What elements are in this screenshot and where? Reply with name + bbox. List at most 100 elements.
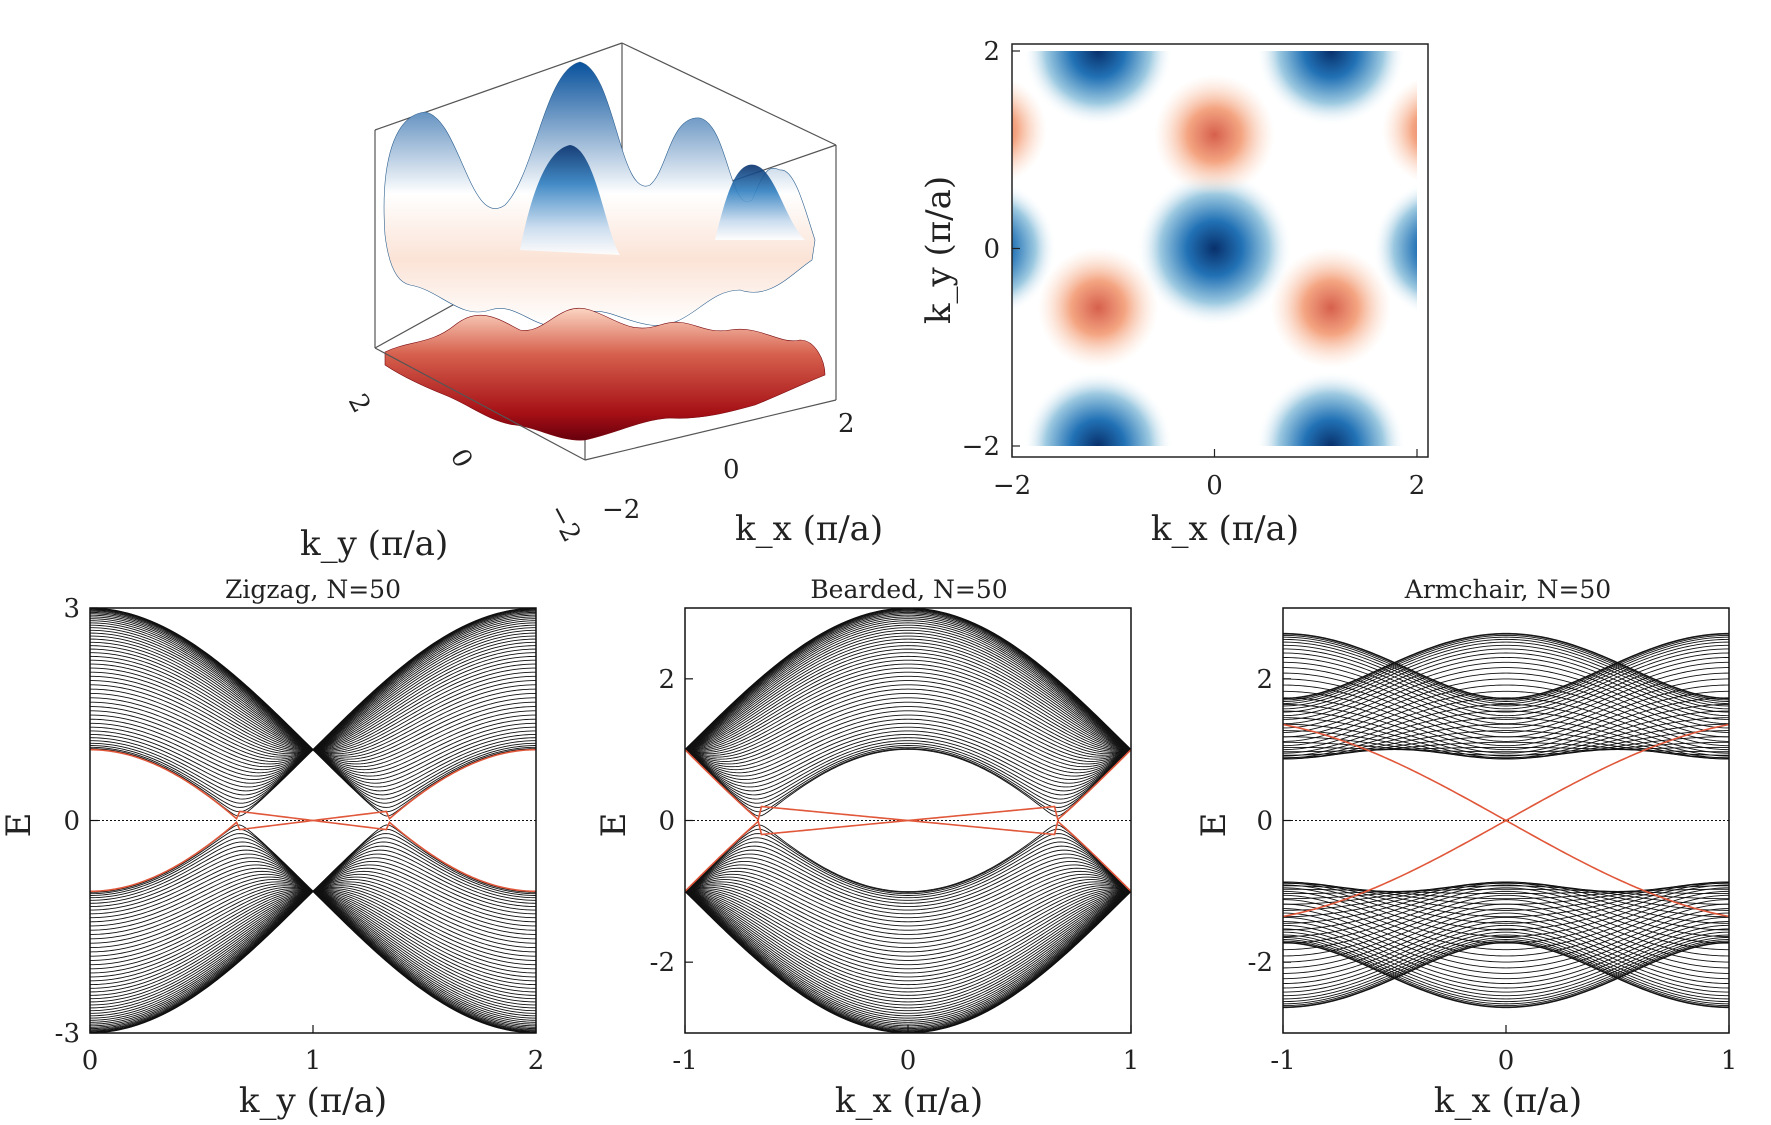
surface-ytick: 2 xyxy=(342,389,376,418)
bulk-band-line xyxy=(1282,634,1730,701)
bearded-title: Bearded, N=50 xyxy=(810,575,1007,604)
bulk-band-line xyxy=(1282,934,1730,1000)
bulk-band-line xyxy=(89,607,537,813)
heatmap-minimum xyxy=(1023,51,1174,126)
bulk-band-line xyxy=(89,608,537,808)
bulk-band-line xyxy=(684,620,1132,751)
zigzag-ylabel: E xyxy=(0,813,39,838)
bulk-band-line xyxy=(1282,921,1730,984)
edge-state-line xyxy=(1282,723,1730,822)
bulk-band-line xyxy=(1282,928,1730,993)
bulk-band-line xyxy=(684,659,1132,751)
xtick-label: 1 xyxy=(1123,1046,1140,1076)
bulk-band-line xyxy=(1282,931,1730,997)
bulk-band-line xyxy=(684,745,1132,804)
bulk-band-line xyxy=(1282,644,1730,710)
bulk-band-line xyxy=(89,824,537,1034)
bulk-band-line xyxy=(684,742,1132,800)
bulk-band-line xyxy=(684,648,1132,751)
bulk-band-line xyxy=(1282,641,1730,707)
bulk-band-line xyxy=(1282,641,1730,707)
heatmap-xtick: 0 xyxy=(1206,471,1223,501)
bulk-band-line xyxy=(89,652,537,751)
bulk-band-line xyxy=(684,624,1132,751)
bulk-band-line xyxy=(1282,632,1730,699)
bulk-band-line xyxy=(89,627,537,765)
bulk-band-line xyxy=(684,611,1132,751)
bulk-band-line xyxy=(1282,634,1730,701)
bulk-band-line xyxy=(684,890,1132,1012)
bulk-band-line xyxy=(89,632,537,760)
bulk-band-line xyxy=(684,663,1132,751)
bulk-band-line xyxy=(89,610,537,796)
heatmap-xtick: 2 xyxy=(1409,471,1426,501)
bulk-bands xyxy=(684,607,1132,1034)
bulk-band-line xyxy=(684,889,1132,966)
heatmap-minimum xyxy=(1023,371,1174,446)
bulk-band-line xyxy=(684,890,1132,982)
bulk-band-line xyxy=(1282,661,1730,725)
bulk-band-line xyxy=(1282,703,1730,754)
heatmap-ytick: −2 xyxy=(962,432,1000,462)
bulk-band-line xyxy=(1282,632,1730,699)
bulk-band-line xyxy=(1282,710,1730,757)
bulk-band-line xyxy=(684,607,1132,750)
bulk-band-line xyxy=(89,635,537,758)
bulk-band-line xyxy=(1282,887,1730,938)
bulk-band-line xyxy=(684,609,1132,750)
bulk-band-line xyxy=(684,828,1132,893)
bulk-band-line xyxy=(684,614,1132,751)
bulk-band-line xyxy=(684,748,1132,813)
bulk-band-line xyxy=(684,890,1132,1025)
bulk-band-line xyxy=(1282,916,1730,980)
bulk-band-line xyxy=(684,632,1132,751)
upper-band-peak xyxy=(520,145,620,255)
bulk-band-line xyxy=(1282,899,1730,957)
bulk-band-line xyxy=(684,890,1132,1000)
bulk-band-line xyxy=(1282,684,1730,742)
bulk-band-line xyxy=(1282,941,1730,1008)
bulk-band-line xyxy=(89,648,537,752)
bulk-band-line xyxy=(684,890,1132,989)
bulk-band-line xyxy=(1283,888,1729,895)
bulk-band-line xyxy=(684,746,1132,808)
bulk-band-line xyxy=(1282,667,1730,729)
bulk-band-line xyxy=(684,722,1132,777)
bulk-band-line xyxy=(1282,678,1730,738)
bulk-band-line xyxy=(684,635,1132,751)
bulk-band-line xyxy=(1282,942,1730,1009)
bulk-band-line xyxy=(684,610,1132,750)
bulk-band-line xyxy=(1282,934,1730,1000)
bulk-band-line xyxy=(1282,937,1730,1003)
bulk-band-line xyxy=(1282,940,1730,1007)
heatmap-maximum xyxy=(1012,78,1047,182)
heatmap-minimum xyxy=(1136,170,1293,327)
bulk-band-line xyxy=(684,886,1132,957)
surface-ylabel: k_y (π/a) xyxy=(300,524,448,564)
bulk-bands xyxy=(1282,632,1730,1009)
bulk-band-line xyxy=(89,889,537,993)
upper-band-peak xyxy=(715,164,805,240)
surface-ytick: 0 xyxy=(444,444,478,473)
edge-state-line xyxy=(89,748,537,893)
bulk-band-line xyxy=(684,726,1132,781)
bulk-band-line xyxy=(89,648,537,752)
bulk-band-line xyxy=(1282,710,1730,757)
heatmap-ytick: 0 xyxy=(983,235,1000,265)
bulk-band-line xyxy=(684,613,1132,751)
bulk-band-line xyxy=(684,667,1132,751)
panel-ticks: 0 1 230-3 xyxy=(55,594,545,1076)
bulk-band-line xyxy=(684,845,1132,901)
surface-xtick: −2 xyxy=(602,495,640,525)
heatmap-maximum xyxy=(1382,78,1417,182)
bulk-band-line xyxy=(684,883,1132,949)
heatmap-maximum xyxy=(1270,247,1391,368)
bulk-band-line xyxy=(684,890,1132,1009)
bulk-band-line xyxy=(684,890,1132,1017)
bulk-band-line xyxy=(684,890,1132,1006)
ytick-label: 2 xyxy=(1256,665,1273,695)
bulk-band-line xyxy=(1282,908,1730,969)
bulk-band-line xyxy=(89,624,537,768)
bulk-band-line xyxy=(684,701,1132,762)
bulk-band-line xyxy=(684,890,1132,1021)
